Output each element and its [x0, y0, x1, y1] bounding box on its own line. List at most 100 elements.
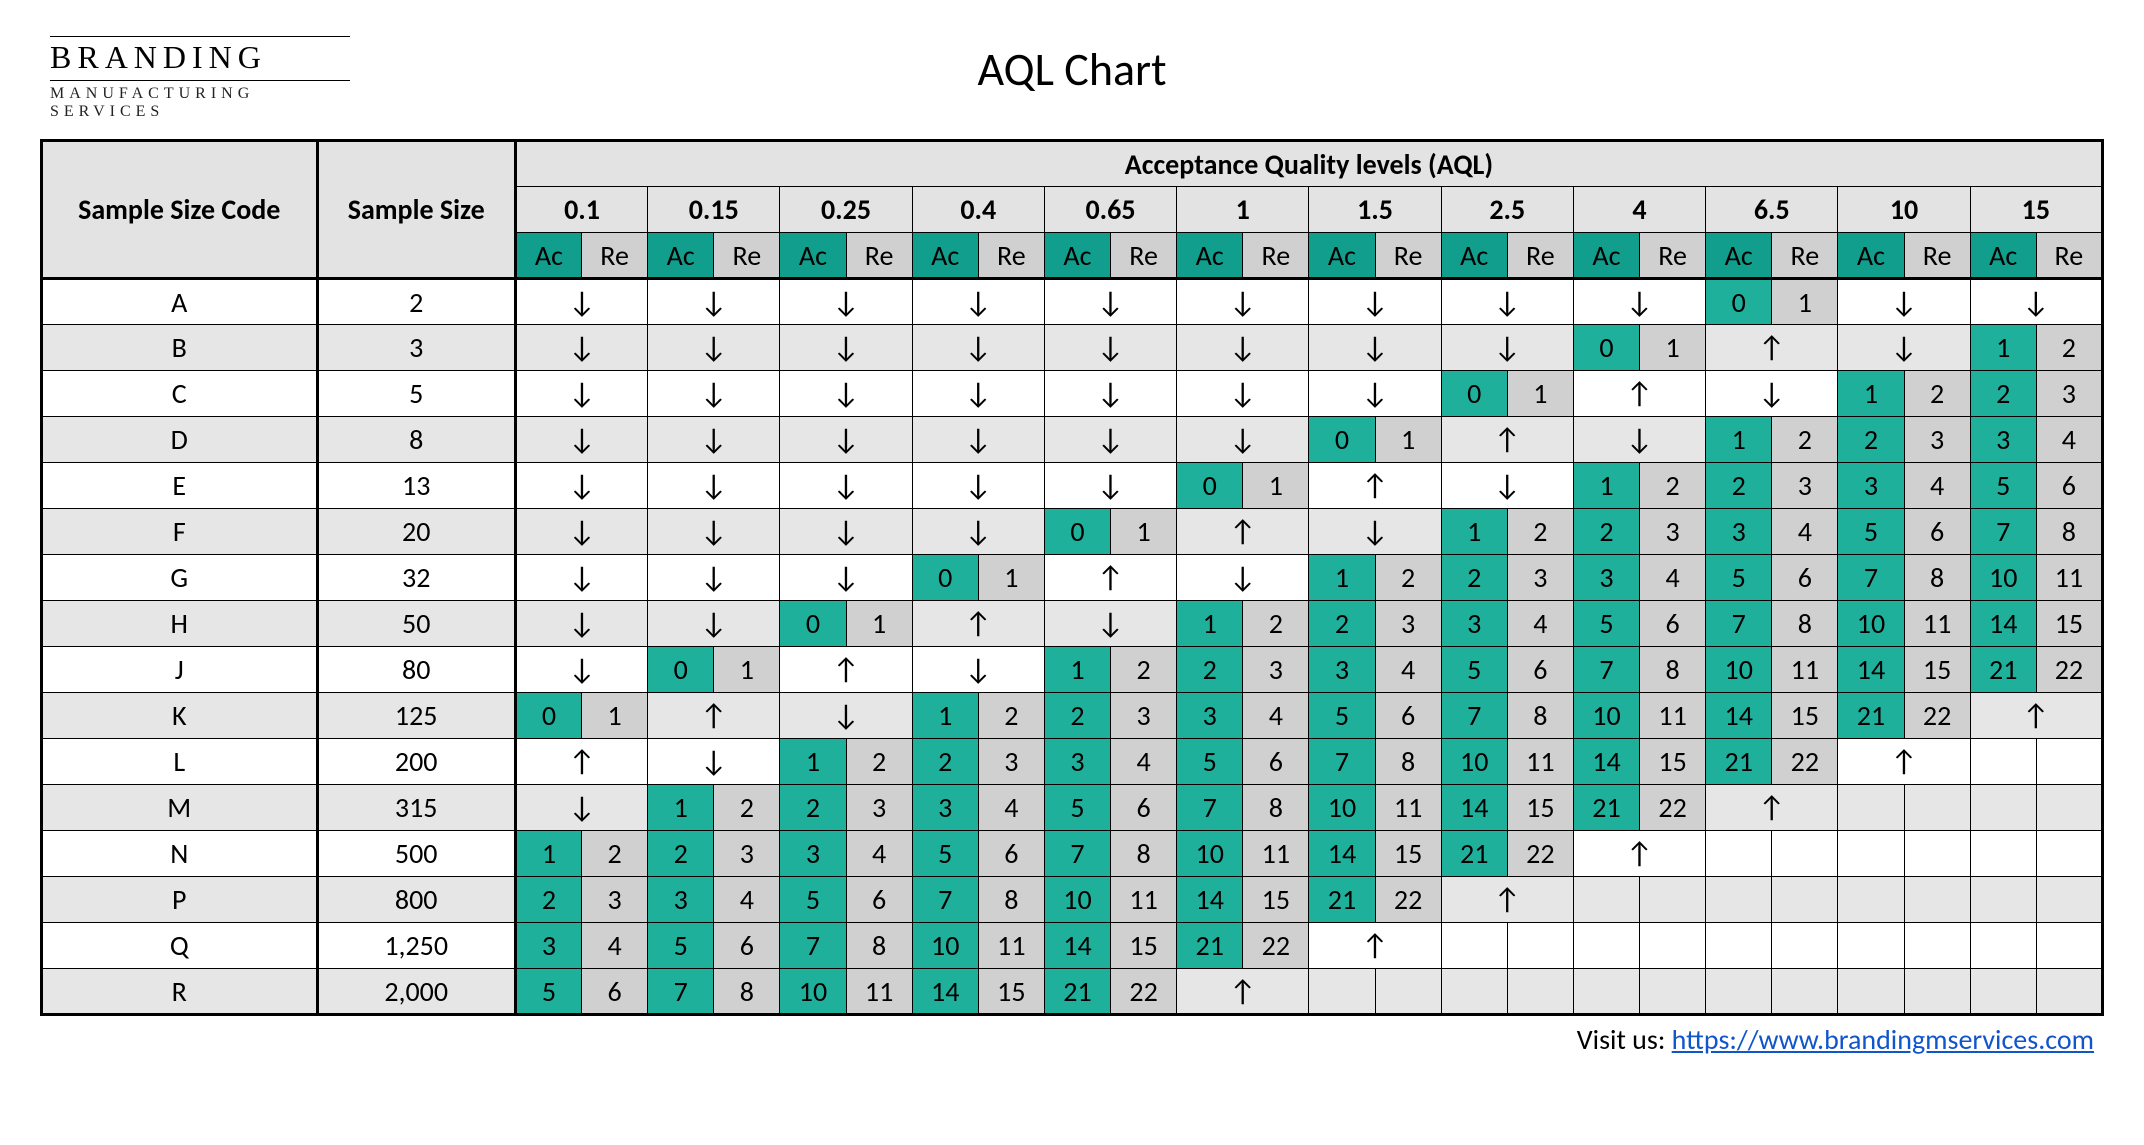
ac-cell: 2 [1177, 647, 1243, 693]
arrow-cell: ↓ [1177, 417, 1309, 463]
re-cell [1904, 969, 1970, 1015]
re-cell: 6 [582, 969, 648, 1015]
table-row: R2,0005678101114152122↑ [42, 969, 2103, 1015]
ac-cell: 3 [1177, 693, 1243, 739]
arrow-down-icon: ↓ [1494, 333, 1521, 363]
ac-cell: 2 [1573, 509, 1639, 555]
re-cell: 22 [1772, 739, 1838, 785]
re-cell [1904, 831, 1970, 877]
ac-cell: 7 [1441, 693, 1507, 739]
arrow-cell: ↓ [1044, 279, 1176, 325]
ac-cell [1706, 923, 1772, 969]
arrow-cell: ↓ [1441, 325, 1573, 371]
re-cell: 15 [1375, 831, 1441, 877]
ac-cell: 7 [1177, 785, 1243, 831]
re-cell: 8 [714, 969, 780, 1015]
ac-cell: 1 [1177, 601, 1243, 647]
re-header: Re [1772, 233, 1838, 279]
re-cell: 3 [1375, 601, 1441, 647]
sample-code-cell: A [42, 279, 318, 325]
ac-cell: 3 [1838, 463, 1904, 509]
re-cell: 6 [978, 831, 1044, 877]
re-cell: 11 [1904, 601, 1970, 647]
ac-cell: 3 [780, 831, 846, 877]
table-row: K12501↑↓1223345678101114152122↑ [42, 693, 2103, 739]
arrow-down-icon: ↓ [832, 471, 859, 501]
arrow-down-icon: ↓ [568, 333, 595, 363]
re-cell: 4 [1111, 739, 1177, 785]
ac-cell: 21 [1177, 923, 1243, 969]
re-cell: 6 [1111, 785, 1177, 831]
ac-cell: 5 [1838, 509, 1904, 555]
re-cell: 8 [1640, 647, 1706, 693]
re-cell: 11 [1772, 647, 1838, 693]
ac-cell: 10 [1970, 555, 2036, 601]
re-cell [1507, 969, 1573, 1015]
ac-cell: 0 [780, 601, 846, 647]
col-header-sample-size: Sample Size [317, 141, 515, 279]
arrow-down-icon: ↓ [568, 609, 595, 639]
re-cell: 4 [714, 877, 780, 923]
sample-size-cell: 5 [317, 371, 515, 417]
ac-cell: 0 [912, 555, 978, 601]
ac-header: Ac [1838, 233, 1904, 279]
re-cell: 1 [1772, 279, 1838, 325]
sample-code-cell: E [42, 463, 318, 509]
table-row: D8↓↓↓↓↓↓01↑↓122334 [42, 417, 2103, 463]
table-row: A2↓↓↓↓↓↓↓↓↓01↓↓ [42, 279, 2103, 325]
ac-cell: 3 [648, 877, 714, 923]
aql-level-header: 4 [1573, 187, 1705, 233]
re-cell: 3 [1772, 463, 1838, 509]
re-header: Re [582, 233, 648, 279]
arrow-down-icon: ↓ [568, 471, 595, 501]
ac-header: Ac [515, 233, 581, 279]
arrow-cell: ↓ [648, 509, 780, 555]
arrow-cell: ↓ [1838, 279, 1970, 325]
arrow-cell: ↓ [780, 417, 912, 463]
arrow-cell: ↑ [1441, 877, 1573, 923]
col-header-sample-code: Sample Size Code [42, 141, 318, 279]
ac-cell: 14 [1970, 601, 2036, 647]
re-cell: 15 [978, 969, 1044, 1015]
re-cell [1904, 923, 1970, 969]
footer-link[interactable]: https://www.brandingmservices.com [1672, 1022, 2094, 1057]
ac-cell: 2 [1706, 463, 1772, 509]
sample-size-cell: 20 [317, 509, 515, 555]
arrow-up-icon: ↑ [1626, 839, 1653, 869]
arrow-cell: ↓ [1044, 325, 1176, 371]
arrow-cell: ↓ [1309, 371, 1441, 417]
re-header: Re [846, 233, 912, 279]
sample-code-cell: K [42, 693, 318, 739]
re-cell: 6 [1375, 693, 1441, 739]
re-cell: 8 [1507, 693, 1573, 739]
arrow-cell: ↓ [648, 463, 780, 509]
re-cell: 3 [582, 877, 648, 923]
ac-cell: 14 [1573, 739, 1639, 785]
aql-level-header: 10 [1838, 187, 1970, 233]
re-cell [2036, 923, 2102, 969]
ac-cell [1970, 785, 2036, 831]
re-cell: 2 [1904, 371, 1970, 417]
ac-cell: 0 [515, 693, 581, 739]
ac-cell: 10 [1838, 601, 1904, 647]
sample-code-cell: P [42, 877, 318, 923]
re-cell: 3 [1507, 555, 1573, 601]
re-cell: 8 [2036, 509, 2102, 555]
ac-cell: 5 [1044, 785, 1110, 831]
ac-cell: 7 [1706, 601, 1772, 647]
arrow-cell: ↓ [780, 279, 912, 325]
ac-cell: 0 [1309, 417, 1375, 463]
arrow-down-icon: ↓ [568, 379, 595, 409]
re-cell [2036, 877, 2102, 923]
re-cell: 11 [1243, 831, 1309, 877]
arrow-down-icon: ↓ [700, 563, 727, 593]
ac-cell: 5 [1309, 693, 1375, 739]
table-row: E13↓↓↓↓↓01↑↓12233456 [42, 463, 2103, 509]
table-row: N5001223345678101114152122↑ [42, 831, 2103, 877]
ac-cell [1706, 877, 1772, 923]
aql-table: Sample Size CodeSample SizeAcceptance Qu… [40, 139, 2104, 1016]
re-cell: 22 [1243, 923, 1309, 969]
sample-code-cell: F [42, 509, 318, 555]
arrow-cell: ↓ [515, 417, 647, 463]
arrow-cell: ↑ [1044, 555, 1176, 601]
